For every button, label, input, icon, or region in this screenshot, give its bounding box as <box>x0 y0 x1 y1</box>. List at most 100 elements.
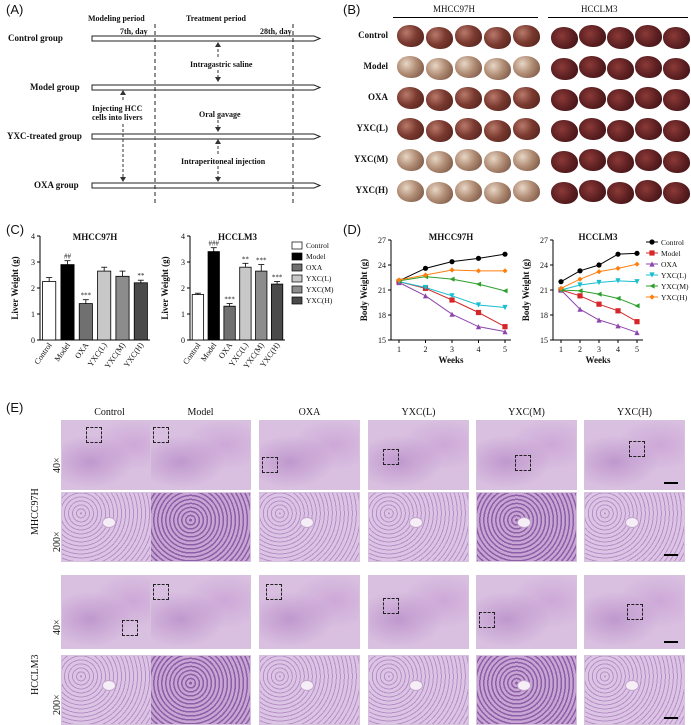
panel-label-b: (B) <box>343 2 361 17</box>
x-tick-label: 5 <box>635 345 639 354</box>
histology-tile <box>150 420 251 490</box>
liver-photo <box>455 180 482 202</box>
panel-label-e: (E) <box>6 400 24 415</box>
x-tick-label: 4 <box>477 345 481 354</box>
panel-label-a: (A) <box>6 2 24 17</box>
mag-200-row4: 200× <box>52 694 63 715</box>
cellline-mhcc97h: MHCC97H <box>433 4 476 14</box>
data-point <box>596 317 602 323</box>
significance-label: ## <box>64 253 72 261</box>
liver-photo <box>426 120 453 142</box>
liver-photo <box>579 56 606 78</box>
histology-column-label: YXC(M) <box>508 407 545 418</box>
chart-title: MHCC97H <box>73 232 118 242</box>
bar <box>60 264 75 341</box>
data-point <box>649 261 655 267</box>
panel-b-livers: MHCC97H HCCLM3 Control Model OXA YXC(L) YXC(… <box>343 0 691 215</box>
bar <box>133 282 148 341</box>
bar <box>78 303 93 341</box>
mag-200-row2: 200× <box>52 531 63 552</box>
timeline-arrow-yxc <box>91 133 322 140</box>
liver-photo <box>663 89 690 111</box>
bar <box>191 294 205 341</box>
liver-photo <box>635 87 662 109</box>
data-point <box>615 308 621 314</box>
histology-tile <box>368 492 469 562</box>
bar <box>207 251 220 341</box>
data-point <box>502 288 508 294</box>
liver-photo <box>484 58 511 80</box>
x-tick-label: 2 <box>424 345 428 354</box>
y-tick-label: 18 <box>378 311 386 320</box>
data-point <box>615 278 621 284</box>
x-tick-label: 4 <box>616 345 620 354</box>
y-tick-label: 1 <box>31 310 35 319</box>
blood-vessel <box>625 680 639 691</box>
data-point <box>649 250 655 256</box>
blood-vessel <box>300 680 314 691</box>
histology-tile <box>150 575 251 649</box>
panel-label-d: (D) <box>343 222 362 237</box>
significance-label: *** <box>272 274 283 282</box>
liver-photo <box>607 27 634 49</box>
line-chart-1: 15 18 21 24 27 1 2 3 4 5 Weeks MHCC97H Body Weight (… <box>359 232 511 365</box>
zoom-region-box <box>627 604 643 620</box>
y-tick-label: 4 <box>31 232 35 241</box>
zoom-region-box <box>262 457 278 473</box>
x-tick-label: OXA <box>73 341 90 361</box>
liver-photo <box>513 180 540 202</box>
y-tick-label: 0 <box>181 336 185 345</box>
x-axis-label: Weeks <box>585 355 610 365</box>
x-tick-label: YXC(H) <box>122 341 146 369</box>
histology-tile <box>476 655 577 725</box>
legend-swatch <box>291 274 303 283</box>
legend-label: YXC(L) <box>306 274 332 283</box>
x-tick-label: 2 <box>578 345 582 354</box>
liver-photo <box>551 89 578 111</box>
liver-photo <box>455 118 482 140</box>
group-label-yxc: YXC-treated group <box>7 131 82 141</box>
mag-40-row1: 40× <box>52 457 63 473</box>
histology-tile <box>584 575 685 649</box>
significance-label: ** <box>137 272 145 280</box>
row-label-mhcc97h: MHCC97H <box>30 488 41 535</box>
data-point <box>615 323 621 329</box>
significance-label: *** <box>256 257 267 265</box>
zoom-region-box <box>629 441 645 457</box>
bar <box>223 305 236 341</box>
zoom-region-box <box>383 598 399 614</box>
group-label-oxa: OXA group <box>34 180 79 190</box>
panel-e-histology: Control Model OXA YXC(L) YXC(M) YXC(H) MHCC97… <box>0 407 691 725</box>
liver-row-label: YXC(H) <box>355 185 389 195</box>
zoom-region-box <box>515 455 531 471</box>
data-point <box>449 267 455 273</box>
panel-label-c: (C) <box>6 222 25 237</box>
y-tick-label: 3 <box>181 258 185 267</box>
y-tick-label: 3 <box>31 258 35 267</box>
data-point <box>449 311 455 317</box>
data-point <box>396 277 402 283</box>
bar <box>42 281 57 341</box>
blood-vessel <box>300 517 314 528</box>
group-label-control: Control group <box>8 33 63 43</box>
liver-photo <box>663 182 690 204</box>
data-point <box>422 293 429 299</box>
data-point <box>577 276 583 282</box>
liver-photo <box>607 151 634 173</box>
timeline-arrow-model <box>91 84 322 91</box>
histology-column-label: OXA <box>298 407 321 418</box>
liver-photo <box>551 182 578 204</box>
zoom-region-box <box>266 584 282 600</box>
liver-photo <box>426 151 453 173</box>
data-point <box>577 306 583 312</box>
y-tick-label: 21 <box>378 286 386 295</box>
y-axis-label: Body Weight (g) <box>359 259 369 321</box>
liver-row-label: YXC(L) <box>356 123 389 133</box>
liver-row-label: Control <box>358 30 388 40</box>
liver-photo <box>455 25 482 47</box>
liver-photo <box>635 56 662 78</box>
blood-vessel <box>102 517 116 528</box>
significance-label: *** <box>224 296 235 304</box>
panel-a-schematic: Modeling period Treatment period 7th, da… <box>0 0 340 215</box>
series-line <box>398 281 506 328</box>
